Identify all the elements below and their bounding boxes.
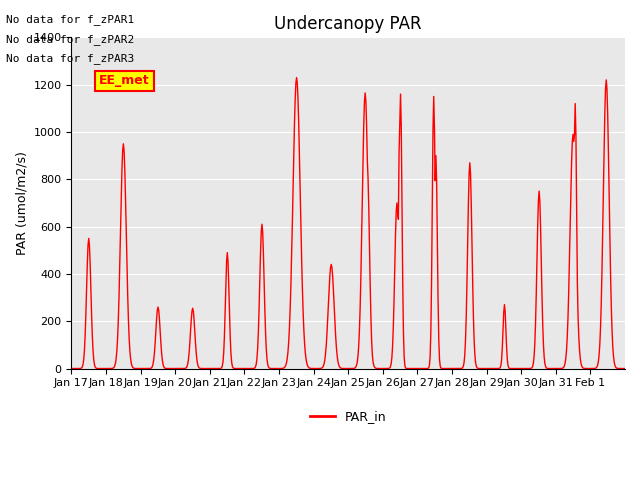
Text: No data for f_zPAR1: No data for f_zPAR1 — [6, 14, 134, 25]
Text: No data for f_zPAR2: No data for f_zPAR2 — [6, 34, 134, 45]
Text: No data for f_zPAR3: No data for f_zPAR3 — [6, 53, 134, 64]
Legend: PAR_in: PAR_in — [305, 406, 392, 429]
Y-axis label: PAR (umol/m2/s): PAR (umol/m2/s) — [15, 151, 28, 255]
Title: Undercanopy PAR: Undercanopy PAR — [275, 15, 422, 33]
Text: EE_met: EE_met — [99, 74, 150, 87]
